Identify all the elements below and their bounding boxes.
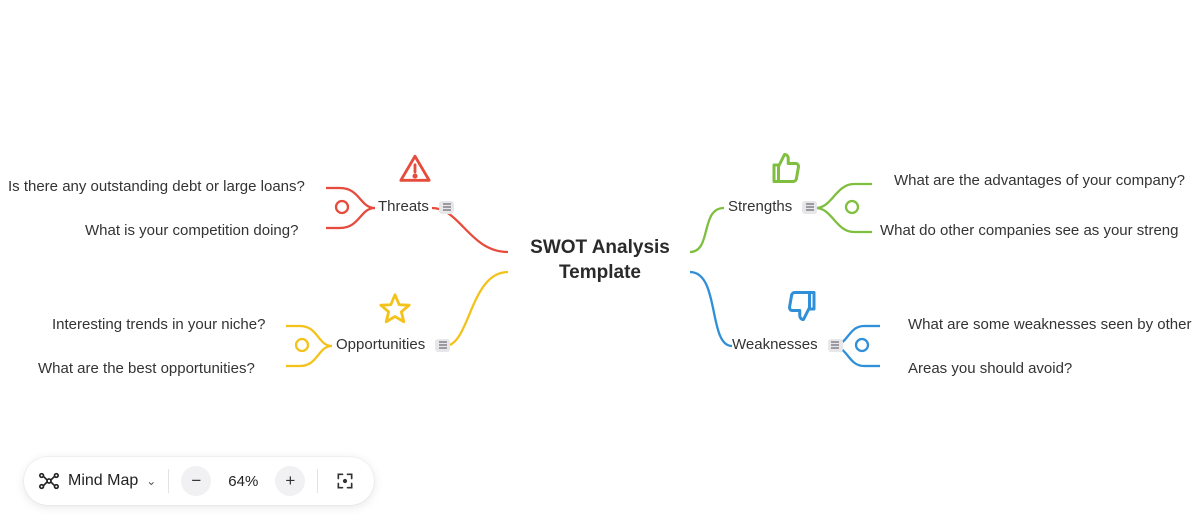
- note-icon[interactable]: [802, 201, 817, 214]
- node-opportunities[interactable]: Opportunities: [336, 336, 450, 353]
- leaf-threats-1[interactable]: What is your competition doing?: [85, 222, 298, 239]
- zoom-percent[interactable]: 64%: [223, 473, 263, 490]
- node-strengths-label: Strengths: [728, 198, 792, 215]
- thumbs-down-icon: [784, 288, 820, 329]
- center-line2: Template: [559, 262, 641, 283]
- thumbs-up-icon: [768, 150, 804, 191]
- note-icon[interactable]: [828, 339, 843, 352]
- edge-threats-fork-1: [340, 208, 375, 228]
- toolbar-separator: [168, 469, 169, 493]
- joint-opportunities[interactable]: [296, 339, 308, 351]
- node-threats-label: Threats: [378, 198, 429, 215]
- zoom-in-button[interactable]: +: [275, 466, 305, 496]
- leaf-threats-0[interactable]: Is there any outstanding debt or large l…: [8, 178, 305, 195]
- center-line1: SWOT Analysis: [530, 237, 670, 258]
- toolbar-separator: [317, 469, 318, 493]
- node-opportunities-label: Opportunities: [336, 336, 425, 353]
- node-weaknesses[interactable]: Weaknesses: [732, 336, 843, 353]
- note-icon[interactable]: [439, 201, 454, 214]
- edge-opp-fork-0: [300, 326, 332, 346]
- joint-threats[interactable]: [336, 201, 348, 213]
- node-threats[interactable]: Threats: [378, 198, 454, 215]
- chevron-down-icon: ⌄: [146, 474, 156, 488]
- view-type-label: Mind Map: [68, 472, 138, 490]
- edge-str-fork-0: [816, 184, 854, 208]
- leaf-wk-1[interactable]: Areas you should avoid?: [908, 360, 1072, 377]
- joint-weaknesses[interactable]: [856, 339, 868, 351]
- edge-threats-fork-0: [340, 188, 375, 208]
- leaf-opp-1[interactable]: What are the best opportunities?: [38, 360, 255, 377]
- center-node[interactable]: SWOT Analysis Template: [490, 236, 710, 285]
- bottom-toolbar: Mind Map ⌄ − 64% +: [24, 457, 374, 505]
- alert-triangle-icon: [398, 152, 432, 191]
- edge-str-fork-1: [816, 208, 854, 232]
- node-weaknesses-label: Weaknesses: [732, 336, 818, 353]
- leaf-str-0[interactable]: What are the advantages of your company?: [894, 172, 1185, 189]
- fullscreen-icon: [335, 471, 355, 491]
- joint-strengths[interactable]: [846, 201, 858, 213]
- leaf-wk-0[interactable]: What are some weaknesses seen by other: [908, 316, 1191, 333]
- leaf-str-1[interactable]: What do other companies see as your stre…: [880, 222, 1179, 239]
- node-strengths[interactable]: Strengths: [728, 198, 817, 215]
- leaf-opp-0[interactable]: Interesting trends in your niche?: [52, 316, 265, 333]
- zoom-out-button[interactable]: −: [181, 466, 211, 496]
- fit-to-screen-button[interactable]: [330, 466, 360, 496]
- star-icon: [378, 292, 412, 331]
- note-icon[interactable]: [435, 339, 450, 352]
- edge-opp-fork-1: [300, 346, 332, 366]
- view-type-dropdown[interactable]: Mind Map ⌄: [38, 470, 156, 492]
- mindmap-canvas[interactable]: SWOT Analysis Template Threats Is there …: [0, 0, 1200, 525]
- mindmap-icon: [38, 470, 60, 492]
